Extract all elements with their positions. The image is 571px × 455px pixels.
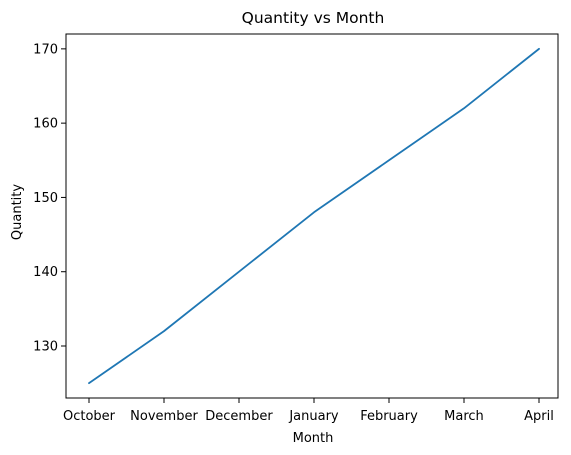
y-tick-label: 150 xyxy=(33,191,58,206)
x-axis-label: Month xyxy=(293,431,334,446)
y-tick-label: 170 xyxy=(33,42,58,57)
x-tick-label: January xyxy=(288,409,339,424)
x-tick-label: November xyxy=(130,409,198,424)
y-tick-label: 140 xyxy=(33,265,58,280)
chart-title: Quantity vs Month xyxy=(242,9,385,27)
series-line xyxy=(88,47,540,385)
x-tick-label: March xyxy=(444,409,484,424)
axes-frame xyxy=(65,33,559,399)
plot-area: 130 140 150 160 170 October November December Ja… xyxy=(33,33,559,424)
y-axis-label: Quantity xyxy=(10,184,25,240)
x-tick-label: October xyxy=(63,409,116,424)
x-tick-label: April xyxy=(524,409,554,424)
x-tick-label: February xyxy=(360,409,418,424)
y-tick-label: 160 xyxy=(33,117,58,132)
y-tick-label: 130 xyxy=(33,340,58,355)
x-tick-label: December xyxy=(205,409,273,424)
